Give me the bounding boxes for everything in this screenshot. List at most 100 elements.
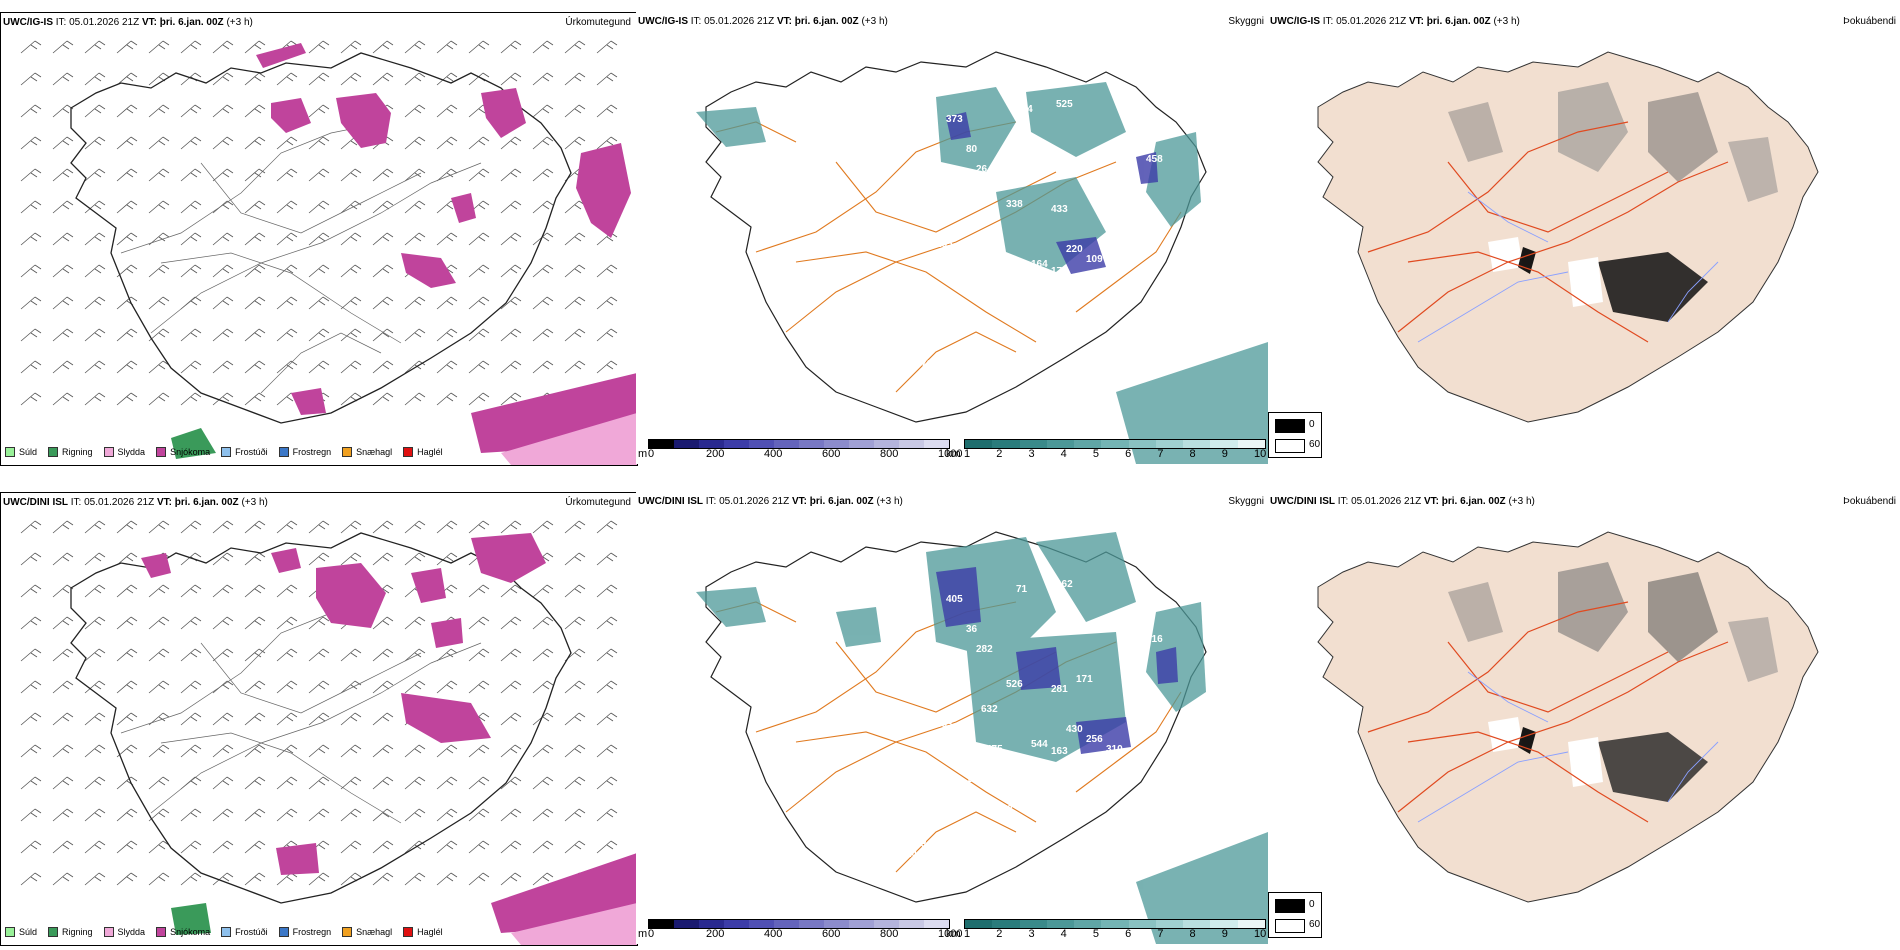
row1-fog-title: Þokuábendi xyxy=(1843,16,1896,27)
vis-scale-tick: 1 xyxy=(964,448,971,460)
cloud-scale-unit: m xyxy=(638,928,648,940)
wind-barb xyxy=(180,712,202,726)
cloud-base-label: 250 xyxy=(986,264,1003,275)
cloud-scale-tick: 800 xyxy=(880,928,899,940)
wind-barb xyxy=(84,744,106,758)
wind-barb xyxy=(404,616,426,630)
wind-barb xyxy=(468,840,490,854)
wind-barb xyxy=(148,104,170,118)
cloud-base-label: 430 xyxy=(1066,724,1083,735)
vis-scale-step xyxy=(1101,920,1129,928)
wind-barb xyxy=(148,584,170,598)
wind-barb xyxy=(436,872,458,886)
wind-barb xyxy=(596,104,618,118)
wind-barb xyxy=(244,200,266,214)
vis-scale-step xyxy=(1237,440,1265,448)
wind-barb xyxy=(340,296,362,310)
wind-barb xyxy=(244,552,266,566)
wind-barb xyxy=(52,872,74,886)
wind-barb xyxy=(372,72,394,86)
row1-fog-map xyxy=(1317,51,1819,423)
wind-barb xyxy=(84,328,106,342)
wind-barb xyxy=(276,136,298,150)
sleet-area xyxy=(511,903,637,945)
wind-barb xyxy=(500,328,522,342)
wind-barb xyxy=(564,40,586,54)
wind-barb xyxy=(404,136,426,150)
wind-barb xyxy=(84,264,106,278)
wind-barb xyxy=(148,840,170,854)
wind-barb xyxy=(468,296,490,310)
precip-legend-swatch xyxy=(156,927,167,937)
wind-barb xyxy=(596,840,618,854)
wind-barb xyxy=(180,680,202,694)
cloud-base-label: 71 xyxy=(1016,584,1028,595)
wind-barb xyxy=(436,72,458,86)
wind-barb xyxy=(500,712,522,726)
wind-barb xyxy=(148,392,170,406)
precip-legend-label: Slydda xyxy=(117,447,146,457)
precip-legend-item: Rigning xyxy=(48,447,93,457)
wind-barb xyxy=(148,200,170,214)
cloud-base-label: 70 xyxy=(921,359,933,370)
wind-barb xyxy=(372,808,394,822)
wind-barb xyxy=(500,360,522,374)
wind-barb xyxy=(372,328,394,342)
wind-barb xyxy=(532,808,554,822)
wind-barb xyxy=(20,520,42,534)
wind-barb xyxy=(500,232,522,246)
wind-barb xyxy=(308,168,330,182)
row2-fog-title: Þokuábendi xyxy=(1843,496,1896,507)
wind-barb xyxy=(340,680,362,694)
wind-barb xyxy=(596,616,618,630)
fog-key-60: 60 xyxy=(1309,919,1321,930)
wind-barb xyxy=(532,360,554,374)
cloud-scale-step xyxy=(724,440,749,448)
precip-legend-label: Snjókoma xyxy=(170,447,211,457)
wind-barb xyxy=(340,712,362,726)
wind-barb xyxy=(212,680,234,694)
wind-barb xyxy=(500,840,522,854)
wind-barb xyxy=(596,296,618,310)
wind-barb xyxy=(596,136,618,150)
wind-barb xyxy=(84,40,106,54)
wind-barb xyxy=(116,520,138,534)
wind-barb xyxy=(84,232,106,246)
wind-barb xyxy=(372,232,394,246)
wind-barb xyxy=(84,360,106,374)
vis-scale-tick: 8 xyxy=(1189,448,1196,460)
vis-scale-step xyxy=(1210,440,1238,448)
wind-barb xyxy=(52,40,74,54)
precip-legend-swatch xyxy=(278,447,289,457)
wind-barb xyxy=(180,872,202,886)
wind-barb xyxy=(116,872,138,886)
wind-barb xyxy=(20,584,42,598)
wind-barb xyxy=(532,40,554,54)
cloud-base-label: 216 xyxy=(1146,634,1163,645)
wind-barb xyxy=(500,168,522,182)
wind-barb xyxy=(564,104,586,118)
wind-barb xyxy=(116,648,138,662)
precip-legend-label: Slydda xyxy=(117,927,146,937)
wind-barb xyxy=(244,776,266,790)
wind-barb xyxy=(180,232,202,246)
wind-barb xyxy=(116,200,138,214)
wind-barb xyxy=(340,808,362,822)
wind-barb xyxy=(244,392,266,406)
wind-barb xyxy=(20,776,42,790)
fog-key-60: 60 xyxy=(1309,439,1321,450)
wind-barb xyxy=(564,680,586,694)
wind-barb xyxy=(52,520,74,534)
wind-barb xyxy=(148,232,170,246)
fog-key-black xyxy=(1275,419,1305,433)
wind-barb xyxy=(532,584,554,598)
wind-barb xyxy=(308,72,330,86)
wind-barb xyxy=(84,712,106,726)
wind-barb xyxy=(52,712,74,726)
wind-barb xyxy=(84,648,106,662)
cloud-base-label: 244 xyxy=(906,849,923,860)
wind-barb xyxy=(52,264,74,278)
wind-barb xyxy=(340,552,362,566)
wind-barb xyxy=(276,328,298,342)
cloud-base-label: 244 xyxy=(1016,104,1033,115)
